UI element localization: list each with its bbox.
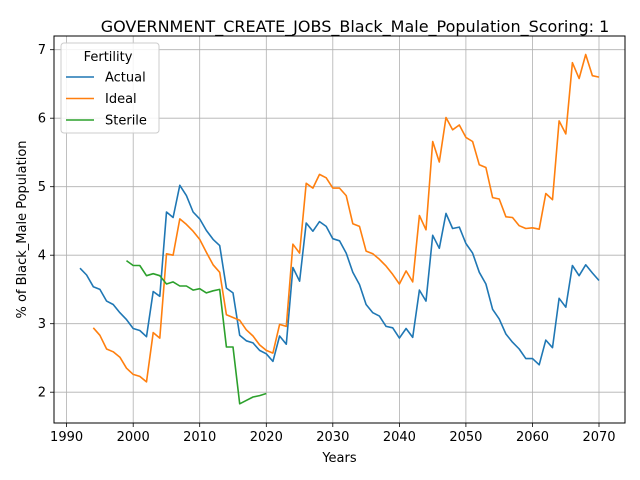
x-tick-label: 2030 <box>316 430 349 445</box>
y-tick-label: 6 <box>38 112 46 127</box>
plot-frame <box>53 35 626 424</box>
y-axis-label: % of Black_Male Population <box>15 140 30 318</box>
legend-label-actual: Actual <box>105 71 146 86</box>
legend-label-sterile: Sterile <box>105 114 147 129</box>
series-line-sterile <box>126 260 267 405</box>
y-tick-label: 3 <box>38 317 46 332</box>
series-line-ideal <box>92 53 600 383</box>
y-tick-label: 5 <box>38 180 46 195</box>
x-tick-label: 2050 <box>449 430 482 445</box>
axis-ticks: 1990 2000 2010 2020 2030 2040 2050 2060 2070 2 3 4 5… <box>38 43 616 445</box>
legend-label-ideal: Ideal <box>105 92 137 107</box>
legend-box <box>60 42 160 134</box>
chart-title: GOVERNMENT_CREATE_JOBS_Black_Male_Popula… <box>101 17 610 37</box>
x-tick-label: 2020 <box>250 430 283 445</box>
legend-items: Actual Ideal Sterile <box>66 71 147 129</box>
x-tick-label: 2000 <box>117 430 150 445</box>
grid <box>54 36 625 423</box>
series-lines <box>79 53 600 405</box>
x-tick-label: 2070 <box>582 430 615 445</box>
x-tick-label: 2040 <box>383 430 416 445</box>
series-line-actual <box>79 184 600 366</box>
x-tick-label: 2060 <box>516 430 549 445</box>
y-tick-label: 4 <box>38 249 46 264</box>
x-tick-label: 1990 <box>50 430 83 445</box>
y-tick-label: 2 <box>38 386 46 401</box>
legend-title: Fertility <box>84 50 133 65</box>
x-axis-label: Years <box>321 451 357 466</box>
x-tick-label: 2010 <box>183 430 216 445</box>
legend: Fertility Actual Ideal Sterile <box>60 42 160 134</box>
y-tick-label: 7 <box>38 43 46 58</box>
